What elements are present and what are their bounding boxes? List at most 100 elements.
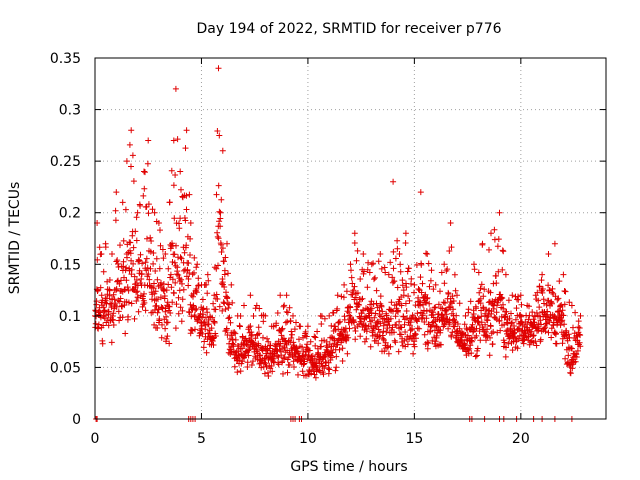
data-point xyxy=(430,286,437,293)
data-point xyxy=(299,368,306,375)
data-point xyxy=(264,335,270,342)
data-point xyxy=(164,333,171,340)
data-point xyxy=(191,269,197,276)
data-point xyxy=(217,223,224,230)
data-point xyxy=(351,240,358,246)
data-point xyxy=(285,354,292,361)
data-point-peak xyxy=(577,312,584,319)
data-point xyxy=(470,328,477,335)
data-point xyxy=(184,266,191,273)
data-point xyxy=(405,293,412,300)
data-point xyxy=(553,340,560,347)
data-point xyxy=(112,300,119,307)
data-point xyxy=(117,242,123,249)
data-point xyxy=(424,294,431,301)
data-point xyxy=(391,329,397,336)
data-point xyxy=(228,332,235,339)
data-point xyxy=(526,312,533,319)
data-point xyxy=(575,324,582,331)
data-point-peak xyxy=(296,323,303,330)
data-point xyxy=(348,267,354,274)
data-point xyxy=(268,363,275,369)
data-point xyxy=(469,321,476,328)
data-point xyxy=(189,327,196,334)
data-point xyxy=(129,152,136,159)
data-point xyxy=(433,332,440,339)
data-point xyxy=(187,235,194,242)
data-point xyxy=(113,285,120,292)
data-point xyxy=(178,276,185,283)
data-point xyxy=(205,277,212,284)
data-point xyxy=(503,344,509,351)
data-point xyxy=(473,325,480,332)
data-point xyxy=(375,326,382,333)
data-point xyxy=(565,352,572,359)
data-point xyxy=(119,314,126,321)
data-point xyxy=(122,330,129,337)
data-point xyxy=(325,365,332,372)
data-point xyxy=(281,302,288,309)
data-point xyxy=(174,136,181,143)
data-point xyxy=(173,242,179,249)
data-point xyxy=(381,348,388,355)
data-point xyxy=(353,257,360,264)
data-point xyxy=(280,370,286,377)
data-point xyxy=(484,333,491,340)
data-point xyxy=(283,341,290,348)
data-point-peak xyxy=(109,251,115,257)
data-point xyxy=(473,332,480,339)
data-point xyxy=(340,294,347,301)
data-point xyxy=(116,317,123,324)
data-point xyxy=(162,325,169,332)
data-point-peak xyxy=(454,292,460,299)
data-point xyxy=(216,132,223,139)
data-point xyxy=(173,301,180,308)
data-point xyxy=(321,315,328,322)
data-point xyxy=(191,312,198,319)
data-point xyxy=(341,316,348,323)
data-point xyxy=(145,210,152,217)
data-point xyxy=(130,178,137,185)
data-point xyxy=(171,290,177,297)
data-point xyxy=(406,297,413,304)
data-point-peak xyxy=(234,312,241,319)
data-point xyxy=(227,319,234,326)
data-point xyxy=(120,237,127,244)
data-point xyxy=(267,342,274,349)
data-point xyxy=(378,265,385,272)
data-point xyxy=(494,299,501,306)
data-point xyxy=(183,206,190,213)
data-point xyxy=(362,313,369,320)
data-point xyxy=(442,300,448,306)
data-point xyxy=(471,266,478,273)
data-point xyxy=(518,313,525,320)
data-point xyxy=(575,318,582,325)
plot-frame xyxy=(94,57,607,420)
data-point xyxy=(95,325,102,332)
data-point xyxy=(542,328,549,335)
data-point-peak xyxy=(424,251,431,257)
data-point xyxy=(339,358,346,364)
data-point xyxy=(398,324,405,331)
data-point-peak xyxy=(390,178,397,185)
data-point xyxy=(394,245,401,252)
data-point xyxy=(371,314,378,321)
data-point xyxy=(265,338,272,345)
data-point xyxy=(494,243,501,250)
data-point xyxy=(131,273,138,280)
data-point xyxy=(487,289,494,296)
data-point xyxy=(423,315,430,322)
data-point xyxy=(203,349,210,356)
data-point xyxy=(182,145,189,152)
data-point-peak xyxy=(166,199,173,206)
data-point xyxy=(204,309,211,316)
data-point-peak xyxy=(304,323,311,330)
data-point xyxy=(234,369,241,376)
data-point xyxy=(570,324,576,331)
data-point xyxy=(398,302,405,309)
data-point xyxy=(296,336,302,343)
data-point xyxy=(561,321,568,328)
y-axis-title: SRMTID / TECUs xyxy=(7,182,23,295)
data-point xyxy=(123,264,130,271)
data-point xyxy=(515,326,522,333)
